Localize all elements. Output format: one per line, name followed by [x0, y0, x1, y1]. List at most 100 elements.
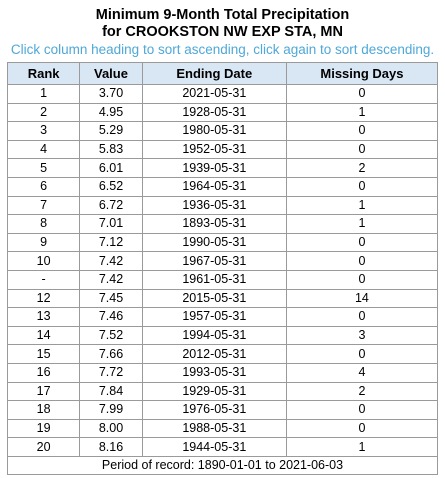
table-cell: 5	[6, 158, 81, 178]
table-cell: 1	[285, 214, 439, 234]
table-cell: 3	[6, 121, 81, 141]
table-cell: 5.29	[79, 121, 143, 141]
table-cell: 7.99	[79, 400, 143, 420]
table-cell: 3.70	[79, 84, 143, 104]
table-row: 12 7.45 2015-05-31 14	[6, 288, 439, 309]
subtitle: for CROOKSTON NW EXP STA, MN	[102, 24, 343, 40]
table-cell: 1929-05-31	[141, 381, 287, 402]
table-cell: 14	[6, 325, 81, 346]
column-header[interactable]: Rank	[6, 62, 81, 85]
table-row: 19 8.00 1988-05-31 0	[6, 418, 439, 439]
table-cell: 1939-05-31	[141, 158, 287, 178]
table-cell: 1952-05-31	[141, 139, 287, 160]
table-row: 2 4.95 1928-05-31 1	[6, 102, 439, 123]
column-header[interactable]: Missing Days	[285, 62, 439, 85]
table-cell: 7.52	[79, 325, 143, 346]
table-cell: 13	[6, 307, 81, 327]
table-cell: 2012-05-31	[141, 344, 287, 364]
table-row: 9 7.12 1990-05-31 0	[6, 232, 439, 253]
table-row: 8 7.01 1893-05-31 1	[6, 214, 439, 234]
table-cell: 6.72	[79, 195, 143, 216]
table-cell: 1928-05-31	[141, 102, 287, 123]
table-row: 16 7.72 1993-05-31 4	[6, 362, 439, 383]
table-cell: 10	[6, 251, 81, 271]
table-cell: 0	[285, 269, 439, 290]
table-row: 20 8.16 1944-05-31 1	[6, 437, 439, 457]
column-header[interactable]: Value	[79, 62, 143, 85]
table-row: 7 6.72 1936-05-31 1	[6, 195, 439, 216]
table-cell: 2021-05-31	[141, 84, 287, 104]
table-cell: 15	[6, 344, 81, 364]
title: Minimum 9-Month Total Precipitation	[95, 7, 350, 23]
table-cell: 8	[6, 214, 81, 234]
table-row: 5 6.01 1939-05-31 2	[6, 158, 439, 178]
table-cell: 0	[285, 176, 439, 197]
table-cell: 0	[285, 251, 439, 271]
table-cell: 9	[6, 232, 81, 253]
table-cell: 1	[6, 84, 81, 104]
table-row: 6 6.52 1964-05-31 0	[6, 176, 439, 197]
table-cell: 1957-05-31	[141, 307, 287, 327]
table-row: 3 5.29 1980-05-31 0	[6, 121, 439, 141]
table-cell: -	[6, 269, 81, 290]
table-cell: 19	[6, 418, 81, 439]
table-cell: 5.83	[79, 139, 143, 160]
column-header[interactable]: Ending Date	[141, 62, 287, 85]
table-cell: 1967-05-31	[141, 251, 287, 271]
table-cell: 7.01	[79, 214, 143, 234]
table-cell: 7.46	[79, 307, 143, 327]
table-cell: 6.52	[79, 176, 143, 197]
table-cell: 1936-05-31	[141, 195, 287, 216]
table-cell: 0	[285, 344, 439, 364]
table-row: 1 3.70 2021-05-31 0	[6, 84, 439, 104]
table-cell: 1944-05-31	[141, 437, 287, 457]
table-cell: 8.00	[79, 418, 143, 439]
table-cell: 1993-05-31	[141, 362, 287, 383]
table-cell: 2	[285, 158, 439, 178]
table-cell: 0	[285, 418, 439, 439]
table-cell: 7	[6, 195, 81, 216]
table-cell: 4.95	[79, 102, 143, 123]
table-cell: 1	[285, 102, 439, 123]
table-body: 1 3.70 2021-05-31 0 2 4.95 1928-05-31 1 3 5.29 198…	[6, 84, 439, 475]
table-cell: 12	[6, 288, 81, 309]
table-cell: 7.66	[79, 344, 143, 364]
table-row: 13 7.46 1957-05-31 0	[6, 307, 439, 327]
table-cell: 16	[6, 362, 81, 383]
table-cell: 0	[285, 121, 439, 141]
table-cell: 8.16	[79, 437, 143, 457]
table-row: 14 7.52 1994-05-31 3	[6, 325, 439, 346]
table-cell: 1980-05-31	[141, 121, 287, 141]
results-table: Rank Value Ending Date Missing Days 1 3.70 20…	[6, 62, 439, 475]
table-cell: 6	[6, 176, 81, 197]
table-cell: 7.12	[79, 232, 143, 253]
header-row: Rank Value Ending Date Missing Days	[6, 62, 439, 85]
table-row: 4 5.83 1952-05-31 0	[6, 139, 439, 160]
table-cell: 7.42	[79, 251, 143, 271]
table-cell: 2	[6, 102, 81, 123]
footer-row: Period of record: 1890-01-01 to 2021-06-…	[7, 455, 438, 475]
table-cell: 0	[285, 232, 439, 253]
table-cell: 1994-05-31	[141, 325, 287, 346]
table-cell: 4	[285, 362, 439, 383]
table-row: 15 7.66 2012-05-31 0	[6, 344, 439, 364]
table-row: 17 7.84 1929-05-31 2	[6, 381, 439, 402]
table-cell: 4	[6, 139, 81, 160]
table-cell: 14	[285, 288, 439, 309]
table-cell: 20	[6, 437, 81, 457]
table-cell: 1961-05-31	[141, 269, 287, 290]
table-cell: 7.72	[79, 362, 143, 383]
table-cell: 0	[285, 84, 439, 104]
table-cell: 1990-05-31	[141, 232, 287, 253]
table-cell: 7.42	[79, 269, 143, 290]
table-row: -7.42 1961-05-31 0	[6, 269, 439, 290]
table-cell: 1893-05-31	[141, 214, 287, 234]
sort-hint: Click column heading to sort ascending, …	[10, 42, 435, 57]
table-cell: 7.84	[79, 381, 143, 402]
table-cell: 1976-05-31	[141, 400, 287, 420]
table-cell: 1964-05-31	[141, 176, 287, 197]
table-cell: 1	[285, 437, 439, 457]
table-cell: 1988-05-31	[141, 418, 287, 439]
table-cell: 2	[285, 381, 439, 402]
